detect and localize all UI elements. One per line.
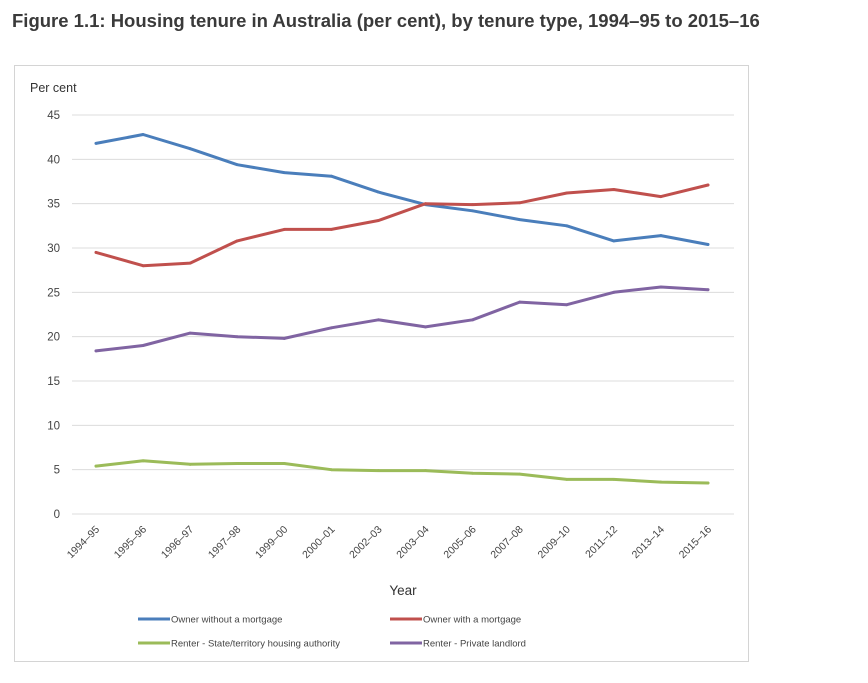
- x-tick-label: 1996–97: [159, 524, 197, 562]
- data-point: [471, 318, 475, 322]
- y-tick-label: 40: [47, 154, 60, 166]
- x-tick-label: 2009–10: [535, 524, 573, 562]
- legend-label-1: Owner with a mortgage: [423, 615, 521, 626]
- data-point: [188, 147, 192, 151]
- data-point: [377, 318, 380, 322]
- data-point: [518, 218, 522, 222]
- y-tick-label: 25: [47, 287, 60, 299]
- data-point: [235, 239, 239, 243]
- x-tick-label: 1994–95: [65, 524, 103, 562]
- data-point: [141, 264, 145, 268]
- data-point: [565, 478, 569, 481]
- data-point: [424, 202, 427, 206]
- series-line-2: [94, 459, 710, 485]
- x-tick-label: 2007–08: [488, 524, 526, 562]
- data-point: [329, 174, 333, 178]
- data-point: [518, 201, 522, 205]
- data-point: [235, 163, 239, 167]
- data-point: [706, 288, 710, 292]
- data-point: [377, 219, 380, 222]
- y-axis-title: Per cent: [30, 81, 77, 95]
- figure-title: Figure 1.1: Housing tenure in Australia …: [12, 10, 760, 31]
- chart-frame: [14, 65, 749, 662]
- series-line-3: [94, 285, 710, 353]
- legend-label-0: Owner without a mortgage: [171, 615, 282, 626]
- data-point: [659, 195, 663, 198]
- gridlines: [72, 114, 734, 515]
- data-point: [706, 243, 710, 246]
- data-point: [141, 344, 145, 347]
- data-point: [706, 481, 710, 485]
- data-point: [612, 478, 616, 481]
- data-point: [518, 472, 522, 476]
- x-tick-label: 2005–06: [441, 524, 479, 562]
- data-point: [282, 171, 286, 175]
- data-point: [282, 227, 286, 231]
- legend-label-3: Renter - Private landlord: [423, 639, 526, 650]
- y-tick-label: 20: [47, 332, 60, 344]
- y-tick-label: 45: [47, 110, 60, 122]
- y-tick-label: 10: [47, 420, 60, 432]
- data-point: [612, 290, 616, 294]
- data-point: [94, 464, 98, 468]
- y-tick-label: 30: [47, 243, 60, 255]
- data-point: [612, 239, 616, 243]
- x-tick-label: 2015–16: [677, 524, 715, 562]
- data-point: [329, 468, 333, 472]
- series-lines: [94, 133, 710, 485]
- data-point: [659, 234, 663, 237]
- data-point: [565, 191, 569, 195]
- data-point: [659, 480, 663, 484]
- data-point: [471, 471, 475, 475]
- y-tick-label: 15: [47, 376, 60, 388]
- x-tick-label: 2003–04: [394, 524, 432, 562]
- data-point: [235, 462, 239, 465]
- data-point: [94, 349, 98, 353]
- data-point: [94, 141, 98, 145]
- x-tick-label: 1999–00: [253, 524, 291, 562]
- data-point: [235, 335, 239, 339]
- legend: Owner without a mortgage Owner with a mor…: [138, 615, 526, 650]
- data-point: [424, 325, 427, 329]
- data-point: [94, 251, 98, 254]
- x-tick-label: 1995–96: [112, 524, 150, 562]
- x-tick-label: 2002–03: [347, 524, 385, 562]
- x-tick-label: 2013–14: [630, 524, 668, 562]
- y-tick-label: 0: [54, 509, 60, 521]
- data-point: [706, 183, 710, 187]
- data-point: [471, 203, 475, 206]
- data-point: [188, 261, 192, 265]
- data-point: [282, 462, 286, 465]
- data-point: [659, 285, 663, 289]
- data-point: [612, 188, 616, 191]
- data-point: [188, 462, 192, 466]
- data-point: [424, 469, 427, 472]
- y-tick-label: 5: [54, 465, 60, 477]
- x-axis-ticks: 1994–95 1995–96 1996–97 1997–98 1999–00 2000–…: [65, 524, 715, 562]
- data-point: [377, 469, 380, 472]
- data-point: [518, 300, 522, 304]
- data-point: [141, 133, 145, 136]
- data-point: [141, 459, 145, 463]
- data-point: [565, 303, 569, 307]
- data-point: [282, 337, 286, 340]
- legend-label-2: Renter - State/territory housing authori…: [171, 639, 340, 650]
- x-tick-label: 2011–12: [583, 524, 620, 561]
- series-line-0: [94, 133, 710, 246]
- data-point: [329, 227, 333, 231]
- data-point: [188, 331, 192, 335]
- y-axis-ticks: 0 5 10 15 20 25 30 35 40 45: [47, 110, 60, 521]
- data-point: [329, 326, 333, 330]
- data-point: [565, 224, 569, 228]
- data-point: [377, 190, 380, 194]
- y-tick-label: 35: [47, 199, 60, 211]
- data-point: [471, 209, 475, 213]
- series-line-1: [94, 183, 710, 268]
- x-tick-label: 2000–01: [300, 524, 338, 562]
- x-axis-title: Year: [389, 583, 417, 598]
- x-tick-label: 1997–98: [206, 524, 244, 562]
